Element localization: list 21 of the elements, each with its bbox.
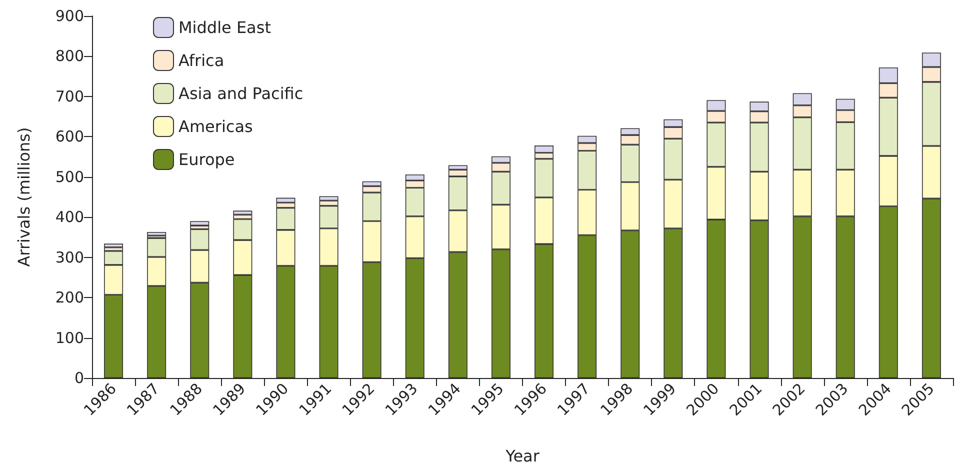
bar (104, 244, 124, 248)
legend-label: Middle East (178, 18, 271, 37)
legend-label: Americas (178, 117, 253, 136)
y-tick-label: 800 (55, 47, 84, 66)
y-tick-label: 400 (55, 208, 84, 226)
bar (233, 210, 252, 215)
y-axis-title: Arrivals (millions) (14, 127, 34, 267)
y-tick-label: 500 (55, 168, 84, 186)
legend-label: Europe (178, 150, 235, 169)
y-tick-label: 100 (55, 328, 84, 347)
y-tick-label: 600 (55, 128, 84, 146)
y-tick-label: 0 (74, 369, 84, 387)
bar (190, 221, 210, 226)
y-tick-label: 900 (55, 7, 84, 25)
legend-label: Africa (178, 51, 224, 70)
x-axis-title: Year (504, 446, 540, 466)
legend-label: Asia and Pacific (178, 84, 304, 103)
bar (147, 232, 166, 236)
y-tick-label: 700 (55, 87, 84, 106)
y-tick-label: 300 (55, 248, 84, 266)
y-tick-label: 200 (55, 288, 84, 307)
